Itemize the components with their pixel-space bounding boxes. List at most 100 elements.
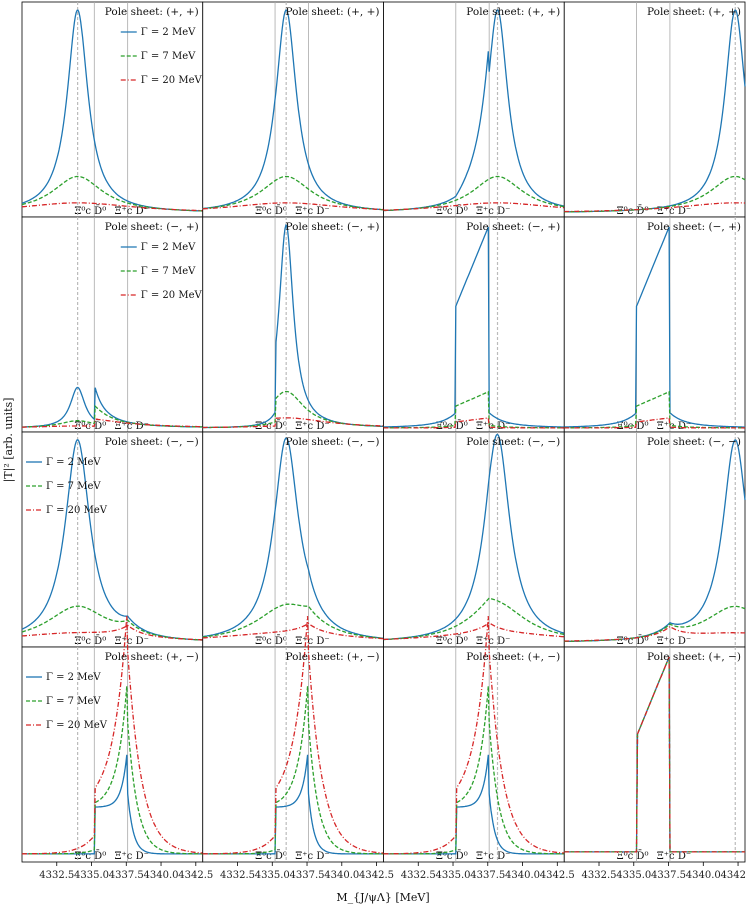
sheet-label: Pole sheet: (+, −) <box>466 651 560 663</box>
panel-r2-c2: Ξ⁰c D̄⁰ Ξ⁺c D⁻ Pole sheet: (−, −) <box>383 431 565 648</box>
panel-r0-c1: Ξ⁰c D̄⁰ Ξ⁺c D⁻ Pole sheet: (+, +) <box>202 1 384 218</box>
threshold-label-0: Ξ⁰c D̄⁰ <box>436 205 468 217</box>
series-line-2 <box>564 625 745 642</box>
series-line-2 <box>564 656 745 853</box>
x-tick-label: 4340.0 <box>144 870 179 881</box>
panel-frame <box>202 646 384 863</box>
x-tick-label: 4340.0 <box>686 870 721 881</box>
threshold-label-1: Ξ⁺c D⁻ <box>114 206 148 217</box>
threshold-label-0: Ξ⁰c D̄⁰ <box>617 635 649 647</box>
x-tick-label: 4340.0 <box>505 870 540 881</box>
series-line-1 <box>202 603 384 640</box>
threshold-label-1: Ξ⁺c D⁻ <box>476 636 510 647</box>
x-tick-label: 4332.5 <box>582 870 617 881</box>
series-line-0 <box>383 226 565 428</box>
sheet-label: Pole sheet: (−, −) <box>285 436 379 448</box>
threshold-label-1: Ξ⁺c D⁻ <box>114 636 148 647</box>
series-line-2 <box>202 616 384 855</box>
legend-label-1: Γ = 7 MeV <box>141 51 196 62</box>
threshold-label-0: Ξ⁰c D̄⁰ <box>436 635 468 647</box>
legend-label-0: Γ = 2 MeV <box>141 242 196 253</box>
panel-frame <box>563 216 746 433</box>
threshold-label-1: Ξ⁺c D⁻ <box>657 421 691 432</box>
panel-frame <box>383 646 565 863</box>
series-line-2 <box>383 417 565 429</box>
series-line-2 <box>202 622 384 640</box>
panel-r1-c2: Ξ⁰c D̄⁰ Ξ⁺c D⁻Pole sheet: (−, +) <box>383 216 565 433</box>
panel-r1-c1: Ξ⁰c D̄⁰ Ξ⁺c D⁻ Pole sheet: (−, +) <box>202 216 384 433</box>
threshold-label-1: Ξ⁺c D⁻ <box>476 851 510 862</box>
panel-frame <box>202 1 384 218</box>
sheet-label: Pole sheet: (−, −) <box>647 436 741 448</box>
series-line-1 <box>21 404 203 428</box>
legend-label-2: Γ = 20 MeV <box>46 720 108 731</box>
sheet-label: Pole sheet: (+, −) <box>105 651 199 663</box>
panel-r1-c0: Ξ⁰c D̄⁰ Ξ⁺c D⁻ Pole sheet: (−, +) Γ = 2 MeV… <box>21 216 204 433</box>
panel-frame <box>21 646 204 863</box>
series-line-2 <box>22 418 203 428</box>
panel-frame <box>202 216 384 433</box>
panel-grid: Ξ⁰c D̄⁰ Ξ⁺c D⁻ Pole sheet: (+, +) Γ = 2 MeV… <box>21 1 747 881</box>
x-tick-label: 4342.5 <box>178 870 213 881</box>
panel-frame <box>383 216 565 433</box>
sheet-label: Pole sheet: (+, −) <box>647 651 741 663</box>
series-line-2 <box>564 202 745 213</box>
panel-frame <box>202 431 384 648</box>
sheet-label: Pole sheet: (−, −) <box>105 436 199 448</box>
x-tick-label: 4337.5 <box>470 870 505 881</box>
series-line-2 <box>202 417 384 429</box>
threshold-label-1: Ξ⁺c D⁻ <box>295 851 329 862</box>
panel-r3-c2: Ξ⁰c D̄⁰ Ξ⁺c D⁻Pole sheet: (+, −)4332.5 433… <box>383 616 575 881</box>
y-axis-title: |T|² [arb. units] <box>2 398 16 483</box>
threshold-label-1: Ξ⁺c D⁻ <box>657 636 691 647</box>
series-line-2 <box>21 202 203 212</box>
threshold-label-1: Ξ⁺c D⁻ <box>295 206 329 217</box>
series-line-2 <box>564 417 745 429</box>
threshold-label-0: Ξ⁰c D̄⁰ <box>255 635 287 647</box>
sheet-label: Pole sheet: (+, +) <box>466 6 560 18</box>
sheet-label: Pole sheet: (+, +) <box>105 6 199 18</box>
panel-r1-c3: Ξ⁰c D̄⁰ Ξ⁺c D⁻Pole sheet: (−, +) <box>563 216 746 433</box>
series-line-2 <box>383 202 565 211</box>
threshold-label-0: Ξ⁰c D̄⁰ <box>617 850 649 862</box>
x-tick-label: 4342.5 <box>540 870 575 881</box>
legend-label-1: Γ = 7 MeV <box>46 481 101 492</box>
x-tick-label: 4332.5 <box>39 870 74 881</box>
x-tick-label: 4340.0 <box>324 870 359 881</box>
panel-r0-c2: Ξ⁰c D̄⁰ Ξ⁺c D⁻ Pole sheet: (+, +) <box>383 1 565 218</box>
threshold-label-1: Ξ⁺c D⁻ <box>476 206 510 217</box>
legend-label-1: Γ = 7 MeV <box>141 266 196 277</box>
x-tick-label: 4335.0 <box>436 870 471 881</box>
legend-label-0: Γ = 2 MeV <box>46 672 101 683</box>
panel-r3-c1: Ξ⁰c D̄⁰ Ξ⁺c D⁻Pole sheet: (+, −)4332.5 433… <box>202 616 394 881</box>
legend-label-2: Γ = 20 MeV <box>46 505 108 516</box>
threshold-label-0: Ξ⁰c D̄⁰ <box>74 420 106 432</box>
panel-r2-c3: Ξ⁰c D̄⁰ Ξ⁺c D⁻ Pole sheet: (−, −) <box>563 431 746 648</box>
panel-frame <box>383 431 565 648</box>
panel-r2-c1: Ξ⁰c D̄⁰ Ξ⁺c D⁻ Pole sheet: (−, −) <box>202 431 384 648</box>
legend-label-2: Γ = 20 MeV <box>141 290 203 301</box>
series-line-0 <box>564 226 745 428</box>
threshold-label-1: Ξ⁺c D⁻ <box>295 636 329 647</box>
panel-r0-c0: Ξ⁰c D̄⁰ Ξ⁺c D⁻ Pole sheet: (+, +) Γ = 2 MeV… <box>21 1 204 218</box>
series-line-2 <box>21 624 203 641</box>
threshold-label-0: Ξ⁰c D̄⁰ <box>436 850 468 862</box>
sheet-label: Pole sheet: (−, +) <box>285 221 379 233</box>
threshold-label-0: Ξ⁰c D̄⁰ <box>255 850 287 862</box>
series-line-0 <box>202 437 384 639</box>
legend-label-0: Γ = 2 MeV <box>141 27 196 38</box>
x-tick-label: 4337.5 <box>651 870 686 881</box>
threshold-label-1: Ξ⁺c D⁻ <box>114 421 148 432</box>
series-line-0 <box>202 9 384 211</box>
panel-frame <box>563 646 746 863</box>
x-tick-label: 4337.5 <box>109 870 144 881</box>
x-tick-label: 4342.5 <box>359 870 394 881</box>
panel-r2-c0: Ξ⁰c D̄⁰ Ξ⁺c D⁻ Pole sheet: (−, −) Γ = 2 MeV… <box>21 431 204 648</box>
threshold-label-1: Ξ⁺c D⁻ <box>657 206 691 217</box>
series-line-1 <box>22 686 203 855</box>
sheet-label: Pole sheet: (+, −) <box>285 651 379 663</box>
legend-label-2: Γ = 20 MeV <box>141 75 203 86</box>
threshold-label-0: Ξ⁰c D̄⁰ <box>255 205 287 217</box>
x-axis-title: M_{J/ψΛ} [MeV] <box>336 891 429 904</box>
